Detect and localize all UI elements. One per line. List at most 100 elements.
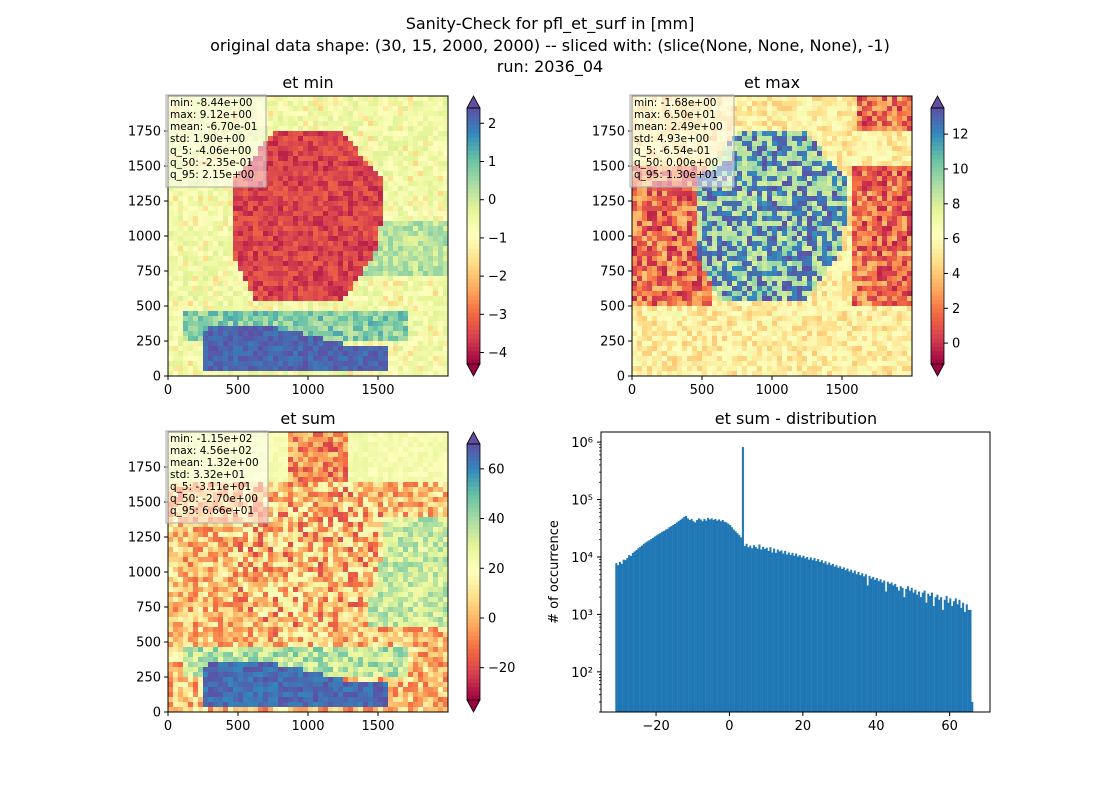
heatmap-cell [837,201,843,207]
heatmap-cell [403,296,409,302]
heatmap-cell [752,116,758,122]
heatmap-cell [757,106,763,112]
heatmap-cell [298,96,304,102]
heatmap-cell [433,151,439,157]
heatmap-cell [338,201,344,207]
heatmap-cell [278,156,284,162]
heatmap-cell [288,251,294,257]
heatmap-cell [438,151,444,157]
heatmap-cell [328,191,334,197]
heatmap-cell [363,276,369,282]
heatmap-cell [812,146,818,152]
heatmap-cell [672,196,678,202]
heatmap-cell [273,336,279,342]
heatmap-cell [213,266,219,272]
heatmap-cell [408,126,414,132]
heatmap-cell [837,121,843,127]
heatmap-cell [228,246,234,252]
heatmap-cell [892,186,898,192]
colorbar-segment [467,120,480,126]
heatmap-cell [657,236,663,242]
heatmap-cell [732,196,738,202]
colorbar-segment [467,210,480,216]
heatmap-cell [892,116,898,122]
heatmap-cell [762,116,768,122]
heatmap-cell [333,371,339,376]
heatmap-cell [413,246,419,252]
heatmap-cell [318,291,324,297]
heatmap-cell [293,126,299,132]
heatmap-cell [872,106,878,112]
heatmap-cell [368,111,374,117]
heatmap-cell [223,261,229,267]
heatmap-cell [398,176,404,182]
heatmap-cell [642,236,648,242]
heatmap-cell [308,346,314,352]
heatmap-cell [343,326,349,332]
heatmap-cell [807,246,813,252]
heatmap-cell [208,371,214,376]
heatmap-cell [298,361,304,367]
heatmap-cell [433,221,439,227]
heatmap-cell [892,176,898,182]
heatmap-cell [338,221,344,227]
heatmap-cell [168,311,174,317]
heatmap-cell [388,206,394,212]
heatmap-cell [787,106,793,112]
heatmap-cell [368,351,374,357]
heatmap-cell [817,196,823,202]
heatmap-cell [373,201,379,207]
heatmap-cell [348,191,354,197]
heatmap-cell [223,311,229,317]
heatmap-cell [817,166,823,172]
heatmap-cell [423,211,429,217]
heatmap-cell [892,206,898,212]
heatmap-cell [767,181,773,187]
heatmap-cell [388,231,394,237]
heatmap-cell [398,351,404,357]
heatmap-cell [787,186,793,192]
heatmap-cell [373,156,379,162]
heatmap-cell [368,271,374,277]
heatmap-cell [897,166,903,172]
heatmap-cell [892,131,898,137]
heatmap-cell [632,241,638,247]
heatmap-cell [737,246,743,252]
heatmap-cell [652,201,658,207]
heatmap-cell [298,156,304,162]
heatmap-cell [188,286,194,292]
heatmap-cell [383,326,389,332]
heatmap-cell [717,196,723,202]
heatmap-cell [318,211,324,217]
heatmap-cell [293,246,299,252]
heatmap-cell [228,256,234,262]
heatmap-cell [283,246,289,252]
heatmap-cell [418,176,424,182]
heatmap-cell [697,236,703,242]
heatmap-cell [213,311,219,317]
heatmap-cell [368,341,374,347]
heatmap-cell [303,306,309,312]
heatmap-cell [388,151,394,157]
heatmap-cell [318,296,324,302]
heatmap-cell [792,216,798,222]
heatmap-cell [278,231,284,237]
heatmap-cell [403,146,409,152]
heatmap-cell [338,346,344,352]
heatmap-cell [403,186,409,192]
heatmap-cell [203,316,209,322]
heatmap-cell [433,271,439,277]
heatmap-cell [403,256,409,262]
heatmap-cell [258,296,264,302]
heatmap-cell [383,276,389,282]
heatmap-cell [772,176,778,182]
heatmap-cell [902,116,908,122]
heatmap-cell [188,221,194,227]
heatmap-cell [712,236,718,242]
heatmap-cell [812,121,818,127]
heatmap-cell [792,156,798,162]
heatmap-cell [288,221,294,227]
heatmap-cell [178,301,184,307]
heatmap-cell [313,301,319,307]
heatmap-cell [298,111,304,117]
